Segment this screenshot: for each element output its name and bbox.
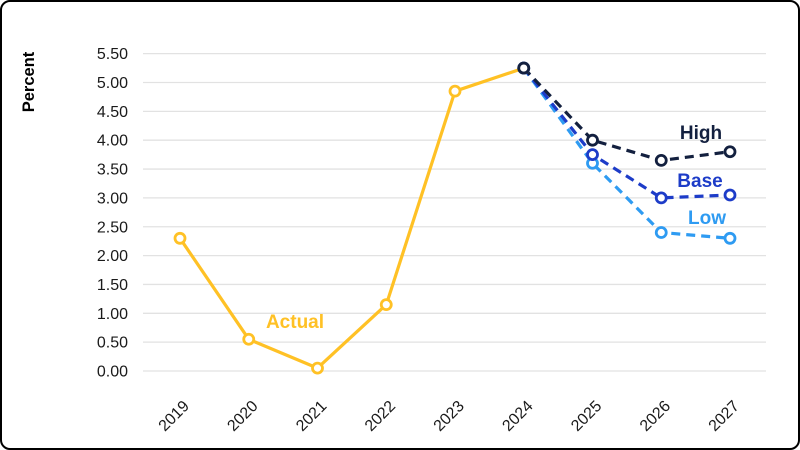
y-axis-tick-label: 2.00 (97, 248, 128, 265)
x-axis-tick-label: 2021 (293, 398, 330, 435)
y-axis-tick-label: 4.50 (97, 104, 128, 121)
data-point-high-2027 (723, 145, 737, 159)
data-point-actual-2022 (379, 298, 393, 312)
series-line-low (522, 67, 731, 240)
data-point-actual-2021 (311, 361, 324, 375)
data-point-high-2025 (586, 133, 599, 147)
series-label-high: High (680, 123, 722, 144)
x-axis-tick-label: 2027 (706, 398, 743, 435)
x-axis-tick-label: 2025 (568, 398, 605, 435)
y-axis-tick-label: 2.50 (97, 219, 128, 236)
x-axis-tick-label: 2022 (362, 398, 399, 435)
data-point-high-2024 (517, 61, 531, 75)
data-point-low-2026 (654, 226, 668, 239)
data-point-actual-2023 (448, 84, 462, 98)
x-axis-tick-label: 2019 (156, 398, 193, 435)
y-axis-tick-label: 5.00 (97, 75, 128, 92)
series-line-base (522, 67, 731, 200)
data-point-base-2026 (654, 191, 668, 205)
x-axis-tick-label: 2026 (637, 398, 674, 435)
y-axis-tick-label: 0.50 (97, 335, 128, 352)
data-point-actual-2020 (242, 332, 256, 346)
data-point-low-2027 (723, 231, 737, 245)
x-axis-tick-label: 2023 (431, 398, 468, 435)
x-axis-tick-label: 2024 (499, 398, 536, 435)
data-point-high-2026 (654, 153, 668, 167)
series-label-base: Base (677, 171, 722, 192)
y-axis-tick-label: 3.00 (97, 190, 128, 207)
data-point-actual-2019 (173, 231, 187, 245)
series-label-low: Low (688, 208, 726, 229)
series-line-actual (178, 66, 525, 370)
y-axis-tick-label: 1.00 (97, 306, 128, 323)
series-label-actual: Actual (266, 312, 324, 333)
y-axis-title: Percent (20, 51, 38, 112)
y-axis-tick-label: 0.00 (97, 364, 128, 381)
data-point-base-2025 (586, 148, 599, 162)
y-axis-tick-label: 4.00 (97, 133, 128, 150)
data-point-base-2027 (723, 188, 737, 202)
x-axis-tick-label: 2020 (224, 398, 261, 435)
y-axis-tick-label: 5.50 (97, 46, 128, 63)
y-axis-tick-label: 1.50 (97, 277, 128, 294)
y-axis-tick-label: 3.50 (97, 162, 128, 179)
series-line-high (522, 66, 731, 162)
